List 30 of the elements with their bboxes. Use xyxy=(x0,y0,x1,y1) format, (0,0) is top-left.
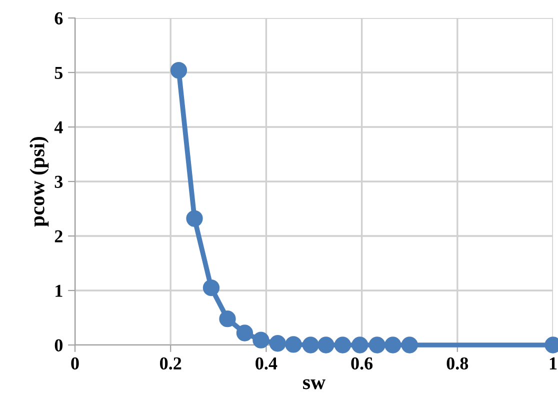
point xyxy=(170,62,188,79)
point xyxy=(318,336,334,354)
point xyxy=(302,336,319,354)
x-tick-label: 0.2 xyxy=(160,357,182,370)
point xyxy=(202,279,220,296)
x-tick-label: 0.6 xyxy=(351,357,373,370)
point xyxy=(285,336,302,353)
x-tick-label: 0.4 xyxy=(256,357,278,370)
point xyxy=(252,332,270,348)
y-tick-label: 4 xyxy=(54,121,63,134)
y-tick-label: 2 xyxy=(54,230,62,242)
x-axis-title: sw xyxy=(303,379,326,390)
y-axis-title: pcow (psi) xyxy=(30,136,49,227)
point xyxy=(401,336,418,354)
point xyxy=(219,310,236,328)
x-tick-label: 1 xyxy=(550,357,557,370)
y-tick-label: 3 xyxy=(54,176,63,188)
point xyxy=(352,336,368,354)
y-tick-label: 5 xyxy=(54,66,63,79)
y-tick-label: 6 xyxy=(54,12,63,24)
point xyxy=(269,335,286,352)
x-tick-label: 0 xyxy=(71,357,79,370)
point xyxy=(384,336,402,354)
y-tick-label: 0 xyxy=(54,339,63,352)
y-tick-label: 1 xyxy=(56,284,62,297)
point xyxy=(186,210,203,227)
x-tick-label: 0.8 xyxy=(446,357,468,370)
point xyxy=(236,324,254,342)
point xyxy=(368,336,386,354)
point xyxy=(334,336,352,354)
